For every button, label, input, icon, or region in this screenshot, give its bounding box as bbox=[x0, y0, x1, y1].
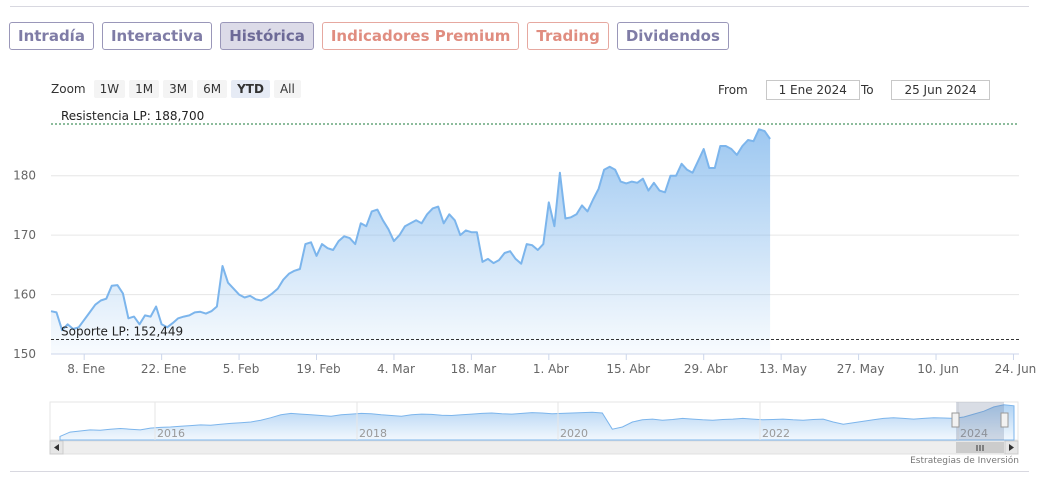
x-tick-label: 29. Abr bbox=[684, 362, 728, 376]
from-date-input[interactable]: 1 Ene 2024 bbox=[765, 80, 860, 100]
navigator-selection[interactable] bbox=[956, 402, 1004, 440]
navigator-area bbox=[59, 404, 1015, 441]
resistance-label: Resistencia LP: 188,700 bbox=[61, 109, 204, 123]
navigator-year-label: 2018 bbox=[359, 427, 387, 440]
zoom-1w-button[interactable]: 1W bbox=[93, 80, 126, 98]
top-divider bbox=[10, 6, 1029, 7]
tab-bar: Intradía Interactiva Histórica Indicador… bbox=[9, 22, 729, 50]
range-from: From 1 Ene 2024 bbox=[718, 80, 860, 100]
to-label: To bbox=[861, 83, 874, 97]
navigator-year-label: 2024 bbox=[960, 427, 988, 440]
x-tick-label: 27. May bbox=[837, 362, 885, 376]
tab-intradia[interactable]: Intradía bbox=[9, 22, 94, 50]
x-tick-label: 8. Ene bbox=[67, 362, 105, 376]
chart-credit: Estrategias de Inversión bbox=[910, 456, 1019, 466]
x-tick-label: 5. Feb bbox=[223, 362, 260, 376]
from-label: From bbox=[718, 83, 748, 97]
tab-dividendos[interactable]: Dividendos bbox=[616, 22, 729, 50]
price-line bbox=[50, 128, 771, 332]
x-tick-label: 15. Abr bbox=[606, 362, 650, 376]
tab-indicadores-premium[interactable]: Indicadores Premium bbox=[321, 22, 520, 50]
x-tick-label: 24. Jun bbox=[995, 362, 1037, 376]
tab-trading[interactable]: Trading bbox=[527, 22, 609, 50]
x-tick-label: 22. Ene bbox=[141, 362, 186, 376]
y-tick-label: 170 bbox=[13, 228, 36, 242]
navigator-year-label: 2016 bbox=[157, 427, 185, 440]
x-tick-label: 18. Mar bbox=[451, 362, 497, 376]
y-tick-label: 160 bbox=[13, 288, 36, 302]
x-tick-label: 13. May bbox=[759, 362, 807, 376]
to-date-input[interactable]: 25 Jun 2024 bbox=[891, 80, 990, 100]
y-tick-label: 180 bbox=[13, 169, 36, 183]
range-to: To 25 Jun 2024 bbox=[861, 80, 990, 100]
zoom-ytd-button[interactable]: YTD bbox=[231, 80, 270, 98]
x-tick-label: 4. Mar bbox=[377, 362, 415, 376]
y-tick-label: 150 bbox=[13, 347, 36, 361]
zoom-6m-button[interactable]: 6M bbox=[197, 80, 228, 98]
scrollbar-track[interactable] bbox=[49, 440, 1019, 455]
zoom-label: Zoom bbox=[51, 82, 86, 96]
zoom-1m-button[interactable]: 1M bbox=[129, 80, 160, 98]
scroll-left-arrow-icon bbox=[54, 444, 59, 451]
navigator-year-label: 2022 bbox=[762, 427, 790, 440]
x-tick-label: 19. Feb bbox=[296, 362, 340, 376]
tab-historica[interactable]: Histórica bbox=[220, 22, 314, 50]
x-axis: 8. Ene 22. Ene 5. Feb 19. Feb 4. Mar 18. Mar 1… bbox=[67, 354, 1036, 376]
scrollbar-grip-icon bbox=[976, 445, 984, 451]
zoom-3m-button[interactable]: 3M bbox=[163, 80, 194, 98]
x-tick-label: 1. Abr bbox=[533, 362, 569, 376]
y-axis: 150 160 170 180 bbox=[13, 169, 36, 361]
price-area bbox=[51, 129, 771, 354]
zoom-all-button[interactable]: All bbox=[273, 80, 301, 98]
navigator-years: 2016 2018 2020 2022 2024 bbox=[154, 402, 988, 440]
x-tick-label: 10. Jun bbox=[917, 362, 959, 376]
navigator-year-label: 2020 bbox=[560, 427, 588, 440]
navigator-right-handle[interactable] bbox=[1000, 412, 1009, 428]
tab-interactiva[interactable]: Interactiva bbox=[101, 22, 213, 50]
navigator-left-handle[interactable] bbox=[951, 412, 960, 428]
zoom-selector: Zoom 1W 1M 3M 6M YTD All bbox=[51, 80, 301, 98]
scroll-right-arrow-icon bbox=[1009, 444, 1014, 451]
support-label: Soporte LP: 152,449 bbox=[61, 324, 183, 338]
bottom-divider bbox=[10, 471, 1029, 472]
navigator[interactable]: 2016 2018 2020 2022 2024 bbox=[49, 401, 1019, 441]
scrollbar[interactable] bbox=[49, 440, 1019, 455]
